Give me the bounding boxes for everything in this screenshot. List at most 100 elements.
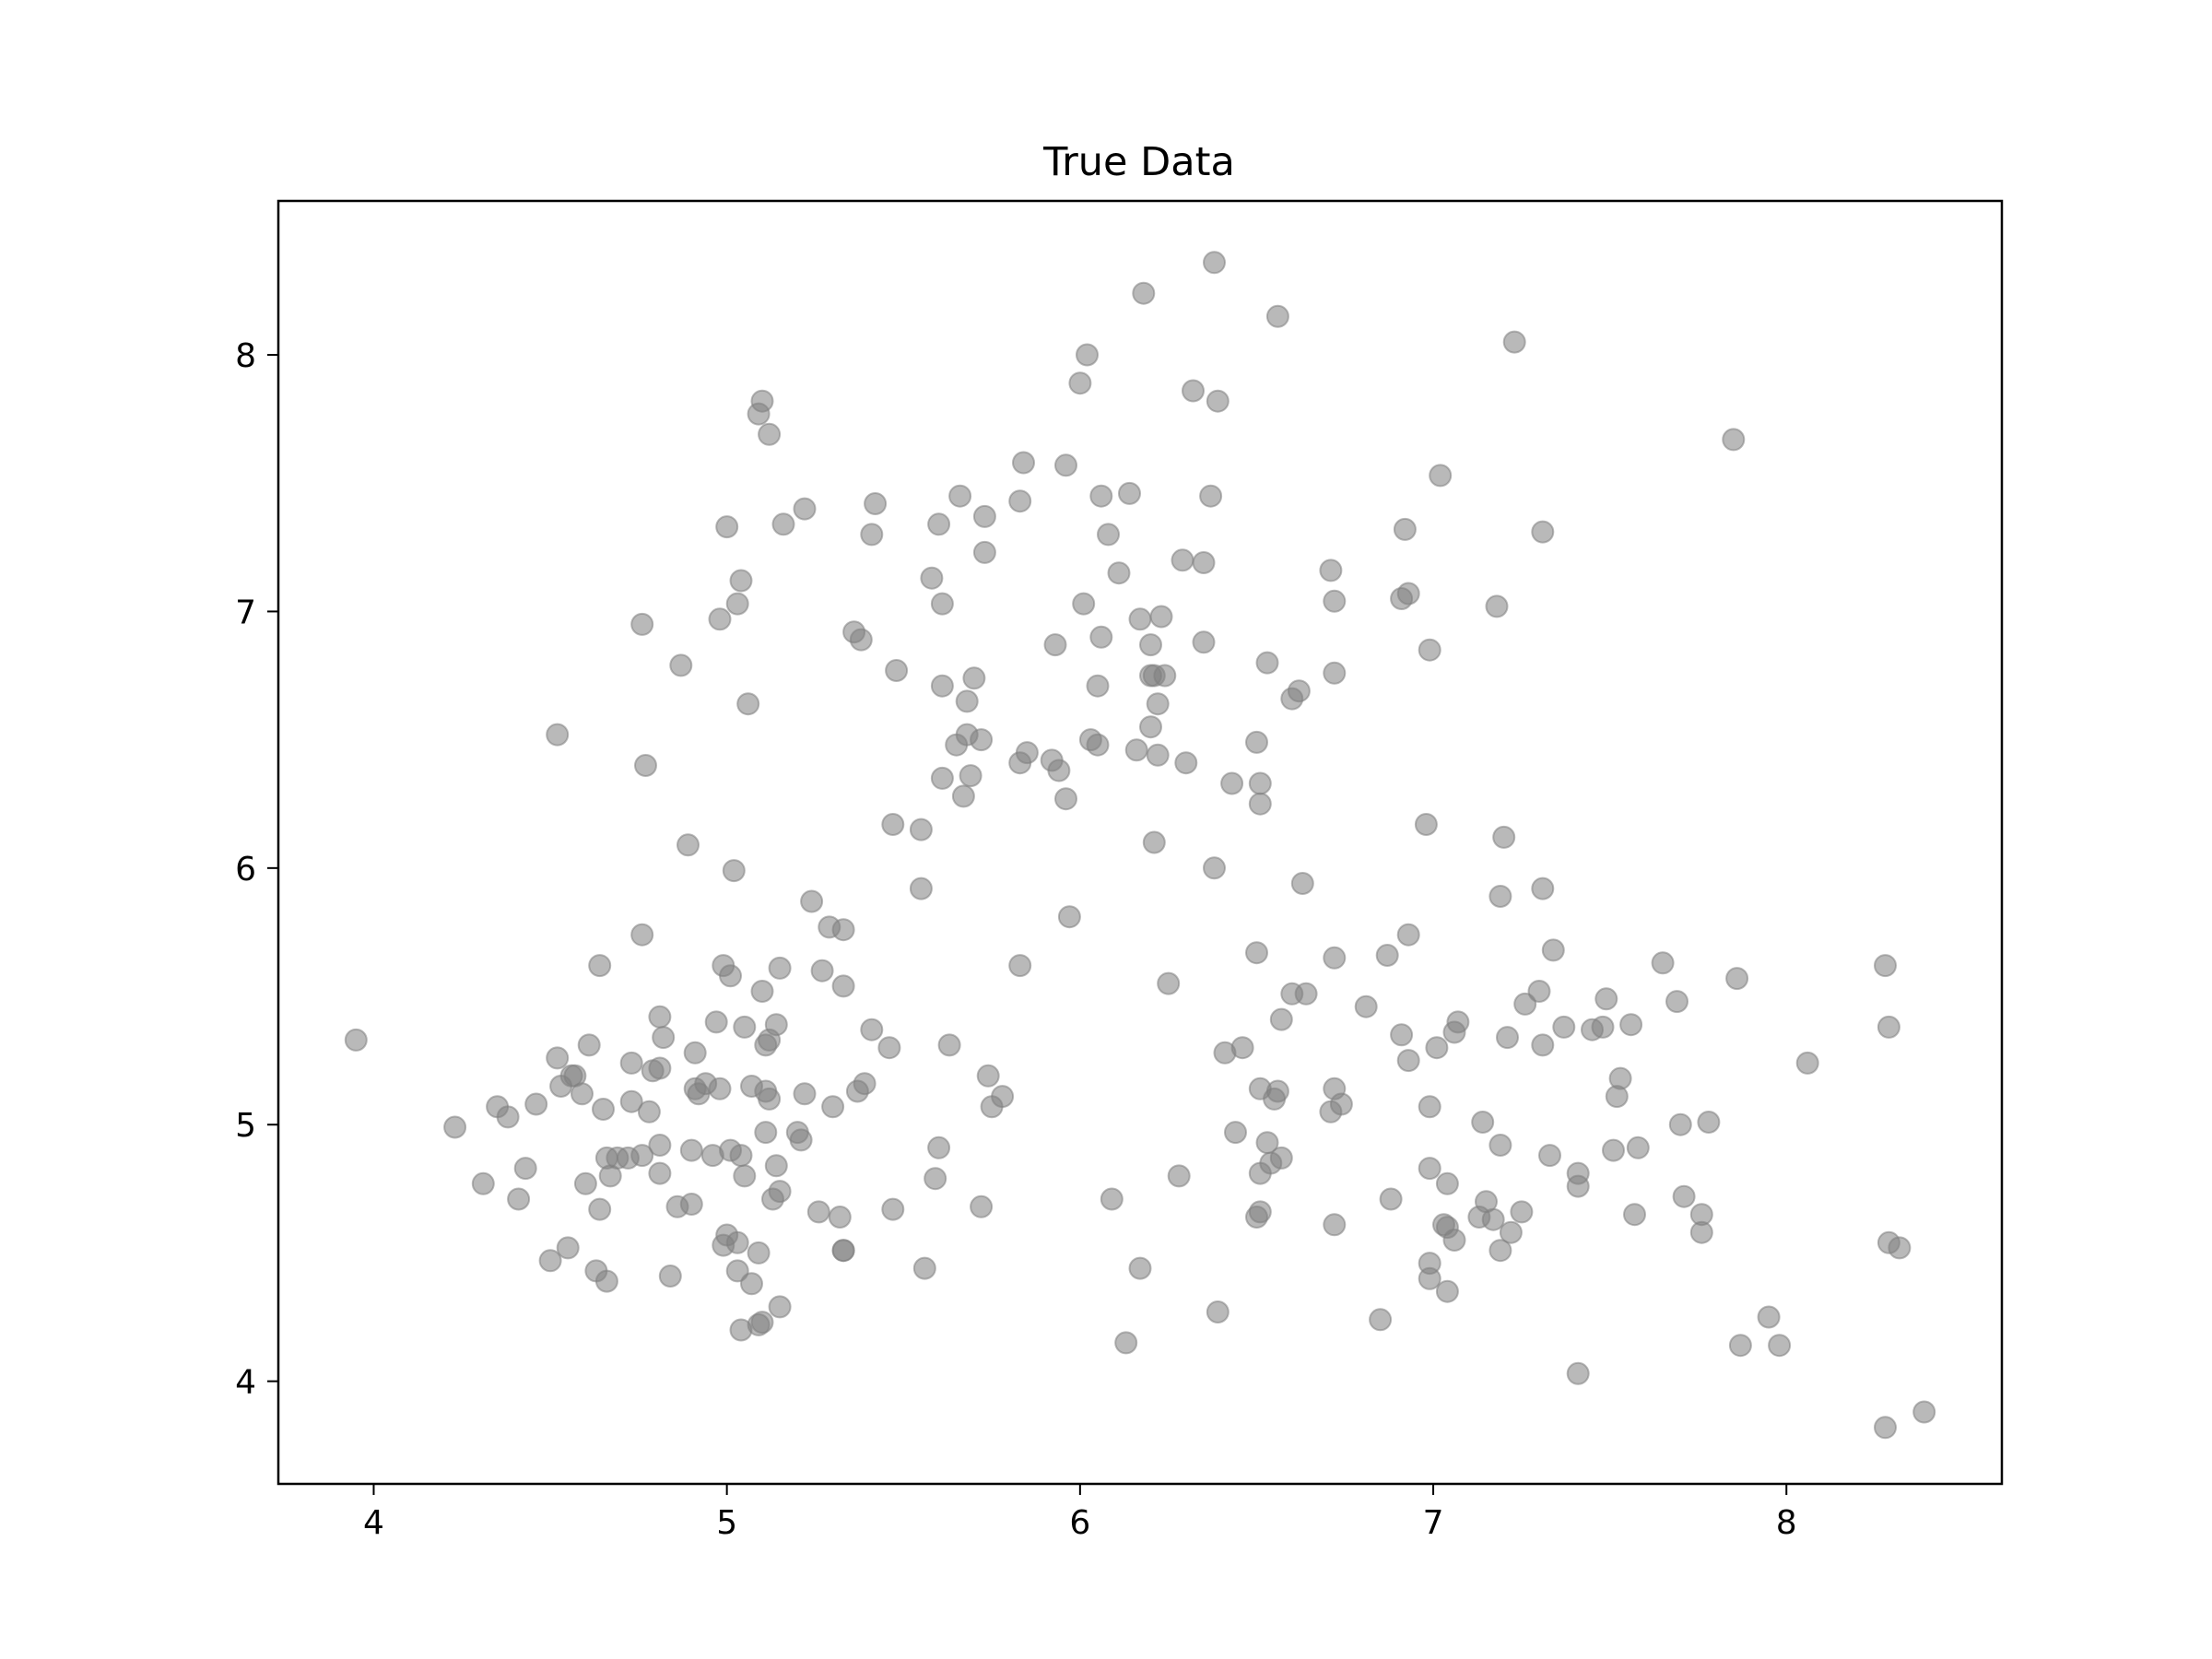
data-point	[1086, 733, 1110, 757]
data-point	[1068, 371, 1092, 395]
data-point	[630, 612, 654, 636]
data-point	[1132, 281, 1156, 305]
data-point	[1538, 1144, 1561, 1168]
data-point	[881, 813, 905, 836]
data-point	[1502, 330, 1526, 354]
data-point	[930, 674, 954, 698]
data-point	[637, 1100, 661, 1124]
data-point	[496, 1105, 520, 1129]
data-point	[831, 1239, 855, 1263]
data-point	[1888, 1236, 1912, 1260]
data-point	[1323, 661, 1347, 685]
data-point	[924, 1167, 947, 1191]
data-point	[588, 1197, 612, 1221]
data-point	[1139, 715, 1162, 739]
data-point	[1107, 561, 1131, 585]
data-point	[1265, 304, 1289, 328]
data-point	[1697, 1111, 1721, 1134]
data-point	[571, 1082, 594, 1106]
data-point	[729, 569, 753, 593]
data-point	[758, 1087, 782, 1111]
data-point	[1390, 1023, 1414, 1047]
data-point	[1375, 944, 1399, 967]
data-point	[1142, 830, 1166, 854]
data-point	[750, 1311, 774, 1335]
data-point	[1396, 1049, 1420, 1073]
data-point	[1043, 633, 1067, 657]
data-point	[1323, 1213, 1347, 1237]
data-point	[864, 492, 888, 515]
data-point	[1245, 941, 1268, 965]
plot-frame	[276, 199, 2004, 1486]
data-point	[877, 1036, 901, 1060]
data-point	[1471, 1111, 1495, 1134]
data-point	[1124, 738, 1148, 762]
data-point	[1668, 1112, 1692, 1136]
data-point	[1689, 1203, 1713, 1227]
data-point	[634, 754, 657, 777]
data-point	[1414, 813, 1438, 836]
data-point	[810, 959, 834, 982]
data-point	[970, 1194, 994, 1218]
data-point	[1245, 730, 1268, 754]
data-point	[524, 1092, 548, 1116]
y-tick-label: 4	[235, 1364, 256, 1402]
data-point	[1757, 1305, 1781, 1329]
data-point	[771, 512, 795, 536]
data-point	[800, 889, 824, 913]
data-point	[1393, 517, 1417, 541]
data-point	[758, 422, 782, 446]
data-point	[1566, 1361, 1590, 1385]
data-point	[1728, 1334, 1752, 1358]
data-point	[1287, 679, 1311, 703]
data-point	[1008, 489, 1032, 513]
data-point	[930, 766, 954, 790]
data-point	[1435, 1279, 1459, 1303]
data-point	[764, 1154, 788, 1178]
data-point	[648, 1134, 672, 1157]
data-point	[937, 1033, 961, 1057]
data-point	[1481, 1207, 1505, 1231]
data-point	[546, 723, 570, 747]
data-point	[471, 1171, 495, 1195]
data-point	[831, 918, 855, 942]
data-point	[683, 1041, 707, 1065]
data-point	[733, 1164, 757, 1188]
data-point	[619, 1051, 643, 1075]
data-point	[1418, 1157, 1441, 1181]
data-point	[1100, 1187, 1124, 1211]
data-point	[630, 1144, 654, 1168]
data-point	[1097, 523, 1120, 547]
data-point	[573, 1171, 597, 1195]
data-point	[725, 1230, 749, 1254]
data-point	[1294, 982, 1318, 1006]
data-point	[588, 954, 612, 978]
data-point	[750, 389, 774, 413]
data-point	[972, 540, 996, 564]
data-point	[1153, 664, 1177, 688]
data-point	[1149, 605, 1173, 629]
data-point	[1319, 559, 1343, 582]
data-point	[1269, 1007, 1293, 1031]
data-point	[719, 964, 742, 988]
data-point	[1012, 451, 1035, 475]
data-point	[1626, 1135, 1650, 1159]
data-point	[754, 1121, 778, 1145]
x-tick-label: 4	[363, 1504, 384, 1542]
data-point	[577, 1033, 601, 1057]
data-point	[1199, 484, 1223, 508]
data-point	[909, 818, 933, 841]
y-tick-label: 5	[235, 1107, 256, 1145]
data-point	[1485, 594, 1509, 618]
data-point	[1203, 251, 1226, 275]
data-point	[546, 1046, 570, 1070]
data-point	[1722, 428, 1746, 452]
data-point	[1396, 923, 1420, 947]
data-point	[1206, 1300, 1230, 1324]
data-point	[1488, 1239, 1512, 1263]
y-tick-label: 6	[235, 851, 256, 888]
data-point	[1379, 1187, 1403, 1211]
data-point	[619, 1089, 643, 1113]
data-point	[930, 592, 954, 616]
data-point	[1057, 905, 1081, 929]
